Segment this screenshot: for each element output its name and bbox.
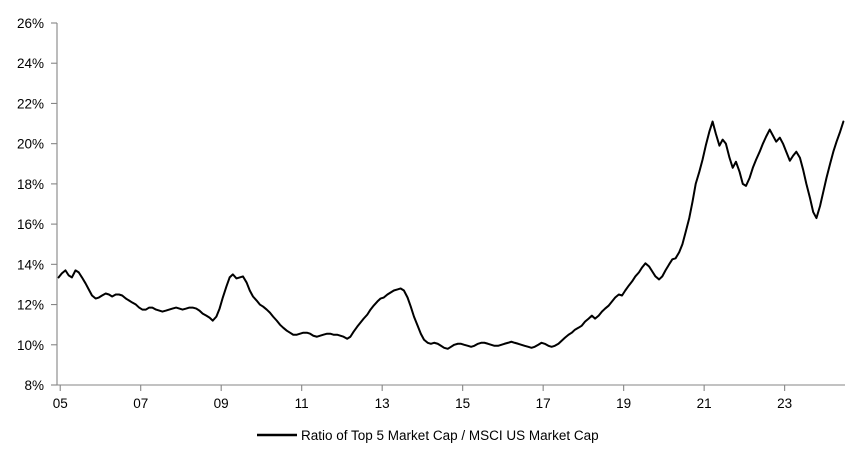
x-axis-tick-label: 19 [616, 396, 631, 411]
x-axis-tick-marks [59, 385, 786, 391]
y-axis-tick-label: 8% [24, 378, 44, 393]
x-axis-tick-label: 21 [697, 396, 712, 411]
x-axis-tick-label: 15 [455, 396, 470, 411]
x-axis-tick-label: 17 [536, 396, 551, 411]
y-axis-tick-label: 24% [17, 56, 44, 71]
y-axis-tick-label: 20% [17, 137, 44, 152]
legend-label: Ratio of Top 5 Market Cap / MSCI US Mark… [301, 428, 599, 443]
y-axis-tick-label: 18% [17, 177, 44, 192]
y-axis-tick-label: 26% [17, 16, 44, 31]
x-axis-tick-label: 09 [214, 396, 229, 411]
y-axis-tick-labels: 8% 10% 12% 14% 16% 18% 20% 22% 24% 26% [17, 16, 44, 393]
x-axis-tick-labels: 05 07 09 11 13 15 17 19 21 23 [53, 396, 792, 411]
y-axis-tick-label: 14% [17, 257, 44, 272]
y-axis-tick-label: 12% [17, 298, 44, 313]
x-axis-tick-label: 07 [133, 396, 148, 411]
x-axis-tick-label: 11 [295, 396, 309, 411]
data-series-line [57, 120, 845, 350]
y-axis-tick-label: 16% [17, 217, 44, 232]
x-axis-tick-label: 05 [53, 396, 68, 411]
x-axis-tick-label: 23 [777, 396, 792, 411]
x-axis-tick-label: 13 [375, 396, 390, 411]
y-axis-tick-label: 10% [17, 338, 44, 353]
y-axis-tick-marks [51, 22, 57, 386]
y-axis-tick-label: 22% [17, 96, 44, 111]
